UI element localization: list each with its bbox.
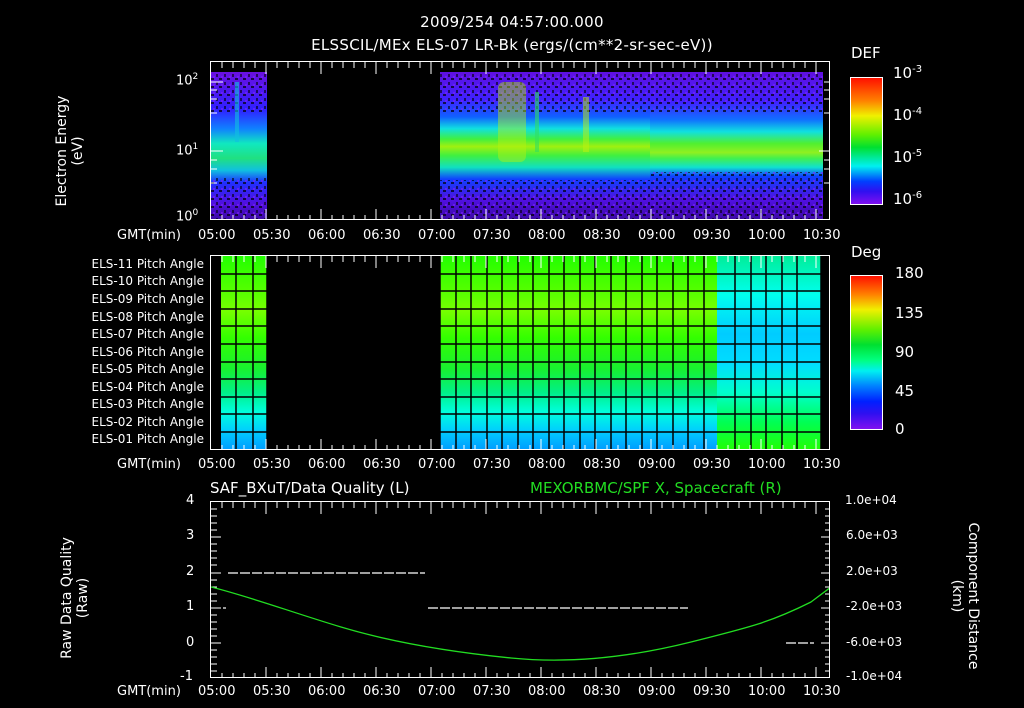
- spectrogram-svg: [211, 62, 829, 219]
- xtick: 09:00: [638, 684, 676, 699]
- xtick: 08:30: [583, 228, 621, 243]
- ytick-right: 1.0e+04: [845, 493, 897, 507]
- ylabel-line2: (Raw): [75, 577, 91, 619]
- ytick-left: 0: [186, 635, 195, 650]
- row-label: ELS-11 Pitch Angle: [91, 257, 204, 271]
- ytick-left: 1: [186, 599, 195, 614]
- row-label: ELS-06 Pitch Angle: [91, 345, 204, 359]
- xtick: 07:00: [418, 228, 456, 243]
- xtick: 05:00: [198, 228, 236, 243]
- ytick-left: 2: [186, 564, 195, 579]
- ylabel-line1: Electron Energy: [54, 95, 70, 207]
- xtick: 06:00: [308, 457, 346, 472]
- xtick: 05:00: [198, 684, 236, 699]
- xtick: 06:30: [363, 228, 401, 243]
- cbar2-label: 90: [895, 343, 915, 361]
- ylabel-line1: Component Distance: [965, 522, 981, 670]
- cbar2-label: 180: [895, 264, 924, 282]
- xtick: 09:30: [693, 228, 731, 243]
- xtick: 05:30: [253, 228, 291, 243]
- row-label: ELS-03 Pitch Angle: [91, 397, 204, 411]
- cbar1-label: 10-4: [893, 106, 923, 124]
- pitch-angle-grid[interactable]: [210, 255, 830, 450]
- xtick: 10:30: [803, 684, 841, 699]
- xtick: 07:00: [418, 684, 456, 699]
- ytick-1e1: 101: [176, 142, 199, 159]
- panel3-right-title: MEXORBMC/SPF X, Spacecraft (R): [530, 479, 782, 497]
- xtick: 05:30: [253, 457, 291, 472]
- row-label: ELS-05 Pitch Angle: [91, 362, 204, 376]
- row-label: ELS-04 Pitch Angle: [91, 380, 204, 394]
- xtick: 08:00: [528, 457, 566, 472]
- ytick-right: 2.0e+03: [846, 564, 898, 578]
- row-label: ELS-01 Pitch Angle: [91, 432, 204, 446]
- xtick: 07:30: [473, 684, 511, 699]
- xtick: 07:30: [473, 457, 511, 472]
- xtick: 07:30: [473, 228, 511, 243]
- row-label: ELS-07 Pitch Angle: [91, 327, 204, 341]
- xtick: 08:00: [528, 228, 566, 243]
- ytick-right: 6.0e+03: [846, 528, 898, 542]
- xtick: 06:00: [308, 684, 346, 699]
- xaxis-label: GMT(min): [117, 684, 181, 699]
- xtick: 10:00: [748, 228, 786, 243]
- ylabel-line2: (eV): [70, 136, 86, 166]
- row-label: ELS-02 Pitch Angle: [91, 415, 204, 429]
- deg-colorbar: [850, 275, 883, 430]
- xtick: 08:00: [528, 684, 566, 699]
- panel1-ylabel: Electron Energy (eV): [54, 61, 86, 241]
- xtick: 10:30: [803, 457, 841, 472]
- energy-spectrogram[interactable]: [210, 61, 830, 220]
- lineplot-svg: [211, 502, 829, 677]
- xtick: 10:30: [803, 228, 841, 243]
- xtick: 05:30: [253, 684, 291, 699]
- def-colorbar: [850, 77, 883, 205]
- ylabel-line2: (km): [949, 579, 965, 613]
- cbar2-label: 45: [895, 382, 915, 400]
- cbar2-label: 135: [895, 304, 924, 322]
- xtick: 08:30: [583, 457, 621, 472]
- row-label: ELS-09 Pitch Angle: [91, 292, 204, 306]
- row-label: ELS-08 Pitch Angle: [91, 310, 204, 324]
- xtick: 09:30: [693, 684, 731, 699]
- ylabel-line1: Raw Data Quality: [59, 537, 75, 659]
- panel3-right-ylabel: Component Distance (km): [949, 511, 981, 681]
- cbar1-label: 10-3: [893, 64, 923, 82]
- xtick: 10:00: [748, 457, 786, 472]
- xtick: 06:30: [363, 457, 401, 472]
- ytick-1e0: 100: [176, 208, 199, 225]
- ytick-left: -1: [180, 669, 193, 684]
- pitch-svg: [221, 256, 822, 449]
- panel3-left-ylabel: Raw Data Quality (Raw): [59, 513, 91, 683]
- ytick-right: -6.0e+03: [846, 635, 903, 649]
- quality-distance-plot[interactable]: [210, 501, 830, 678]
- colorbar1-title: DEF: [851, 44, 881, 62]
- timestamp: 2009/254 04:57:00.000: [420, 13, 604, 31]
- xtick: 08:30: [583, 684, 621, 699]
- panel3-left-title: SAF_BXuT/Data Quality (L): [210, 479, 410, 497]
- row-label: ELS-10 Pitch Angle: [91, 274, 204, 288]
- xtick: 06:00: [308, 228, 346, 243]
- xtick: 06:30: [363, 684, 401, 699]
- plot-title: ELSSCIL/MEx ELS-07 LR-Bk (ergs/(cm**2-sr…: [311, 36, 713, 54]
- xaxis-label: GMT(min): [117, 228, 181, 243]
- xaxis-label: GMT(min): [117, 457, 181, 472]
- xtick: 09:00: [638, 457, 676, 472]
- ytick-right: -2.0e+03: [846, 599, 903, 613]
- ytick-left: 4: [186, 493, 195, 508]
- xtick: 09:00: [638, 228, 676, 243]
- cbar1-label: 10-5: [893, 148, 923, 166]
- xtick: 05:00: [198, 457, 236, 472]
- ytick-left: 3: [186, 528, 195, 543]
- ytick-right: -1.0e+04: [846, 669, 903, 683]
- xtick: 10:00: [748, 684, 786, 699]
- xtick: 09:30: [693, 457, 731, 472]
- ytick-1e2: 102: [176, 72, 199, 89]
- xtick: 07:00: [418, 457, 456, 472]
- cbar2-label: 0: [895, 420, 905, 438]
- cbar1-label: 10-6: [893, 190, 923, 208]
- colorbar2-title: Deg: [851, 243, 882, 261]
